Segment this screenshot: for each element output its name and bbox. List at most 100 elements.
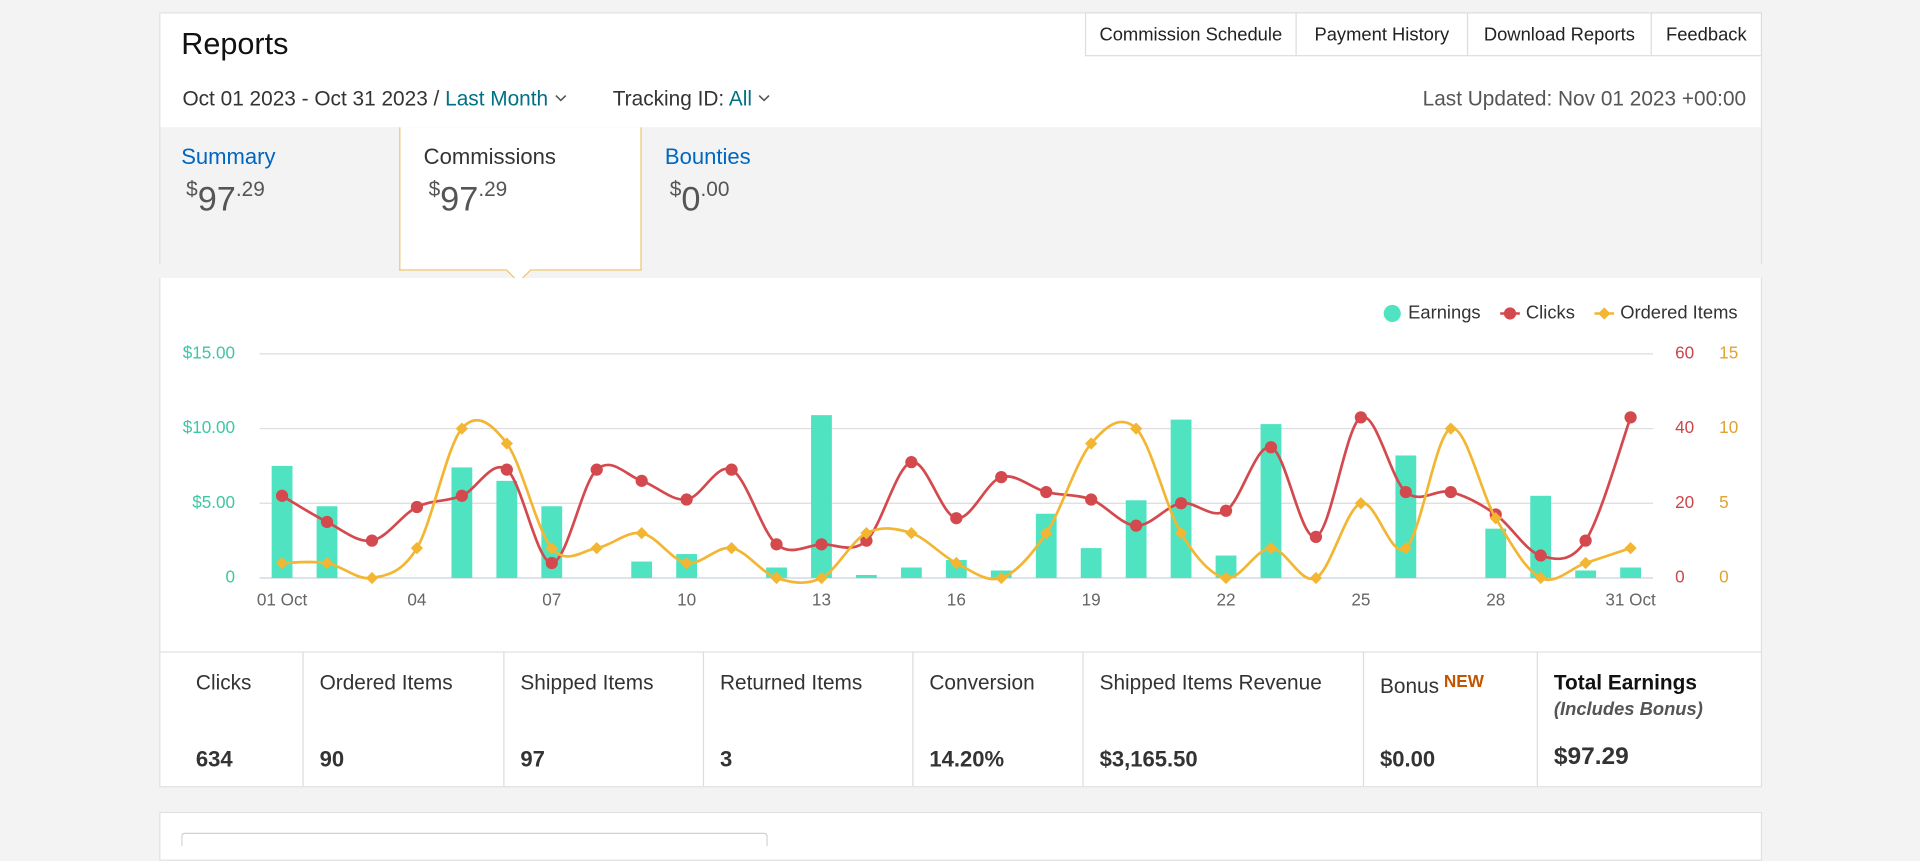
marker [455,422,468,435]
stat: Clicks 634 [159,651,302,786]
stat-note: (Includes Bonus) [1553,699,1703,720]
page: Reports Commission Schedule Payment Hist… [159,12,1763,861]
stat-label: Total Earnings [1553,671,1697,695]
y-tick-label: $10.00 [183,417,235,437]
tracking-select[interactable]: All [728,86,752,111]
x-tick-label: 31 Oct [1605,590,1656,610]
marker [770,571,783,585]
marker [905,456,918,469]
stat-label: Ordered Items [319,671,453,695]
marker [680,493,693,506]
tab-label: Commissions [423,144,556,169]
marker [590,463,603,476]
stat: Shipped Items 97 [503,651,703,787]
y2-tick-label: 20 [1675,492,1694,512]
stat-label: Conversion [929,671,1035,695]
x-tick-label: 04 [407,590,427,610]
bar [1575,570,1597,578]
marker [365,534,379,547]
bar [631,561,653,578]
tab[interactable]: Commissions $97.29 [424,144,556,219]
stat: Returned Items 3 [702,651,912,787]
stat-label: Returned Items [720,671,863,695]
x-tick-label: 25 [1351,590,1370,610]
button[interactable]: Download Reports [1466,12,1652,57]
marker [1085,493,1098,506]
stat: Bonus NEW $0.00 [1362,651,1537,787]
stat-label: Bonus NEW [1380,671,1484,698]
marker [995,471,1008,484]
stat: Total Earnings (Includes Bonus) $97.29 [1536,651,1762,787]
y-tick-label: $15.00 [183,342,235,362]
y3-tick-label: 15 [1719,342,1738,362]
marker [815,538,828,551]
last-updated: Last Updated: Nov 01 2023 +00:00 [1422,86,1747,111]
y-tick-label: $5.00 [192,492,235,512]
bar [900,567,922,578]
marker [590,541,603,555]
marker [1309,571,1323,585]
filter-row: Oct 01 2023 - Oct 31 2023 / Last Month T… [182,87,776,111]
stat-label: Clicks [195,671,252,695]
y2-tick-label: 0 [1675,566,1685,586]
button[interactable]: Commission Schedule [1084,12,1297,57]
marker [950,556,963,570]
x-tick-label: 28 [1486,590,1505,610]
x-tick-label: 10 [677,590,696,610]
stat-value: $3,165.50 [1099,746,1198,772]
bar [856,574,877,578]
currency: $ [669,177,682,201]
marker [905,527,918,540]
tab-selected [399,127,642,271]
stat-label: Shipped Items Revenue [1099,671,1322,695]
marker [1130,519,1143,532]
chevron [554,94,566,102]
marker [635,527,648,540]
bar [451,467,473,578]
whole: 97 [440,180,479,218]
tab[interactable]: Bounties $0.00 [665,144,751,219]
y3-tick-label: 10 [1719,417,1738,437]
bar [1125,500,1147,578]
marker [365,571,379,585]
tab[interactable]: Summary $97.29 [181,144,275,219]
x-tick-label: 13 [812,590,831,610]
button[interactable]: Feedback [1650,12,1763,57]
marker [275,556,289,570]
marker [410,500,424,514]
x-tick-label: 16 [947,590,966,610]
stat-value: 97 [520,746,545,772]
tab-value: $0.00 [670,178,751,220]
y3-tick-label: 5 [1719,492,1729,512]
marker [950,512,963,525]
legend-label: Earnings [1408,301,1480,322]
period-select[interactable]: Last Month [445,86,549,111]
bar [1080,548,1102,578]
marker [635,474,648,487]
bar [1620,567,1641,578]
marker [1309,530,1323,543]
marker [725,463,738,476]
marker [1130,422,1143,435]
marker [410,541,424,555]
whole: 97 [197,180,236,218]
legend-marker [1503,307,1517,320]
bar [811,415,832,578]
chart: 0 $5.00 $10.00 $15.00 0 20 40 60 0 5 10 15 01 Oct 04 0… [183,301,1739,610]
marker [1264,541,1278,555]
marker [1040,485,1053,499]
y-tick-label: 0 [226,566,236,586]
marker [275,489,289,502]
next-tabs [181,832,768,847]
marker [860,534,873,547]
button[interactable]: Payment History [1295,12,1469,57]
marker [725,541,738,555]
marker [1174,497,1188,510]
bar [1395,455,1417,578]
bar [1215,555,1237,578]
marker [500,463,513,476]
legend-label: Ordered Items [1620,301,1737,322]
marker [1399,485,1412,499]
marker [1444,485,1457,499]
bar [1485,528,1507,578]
